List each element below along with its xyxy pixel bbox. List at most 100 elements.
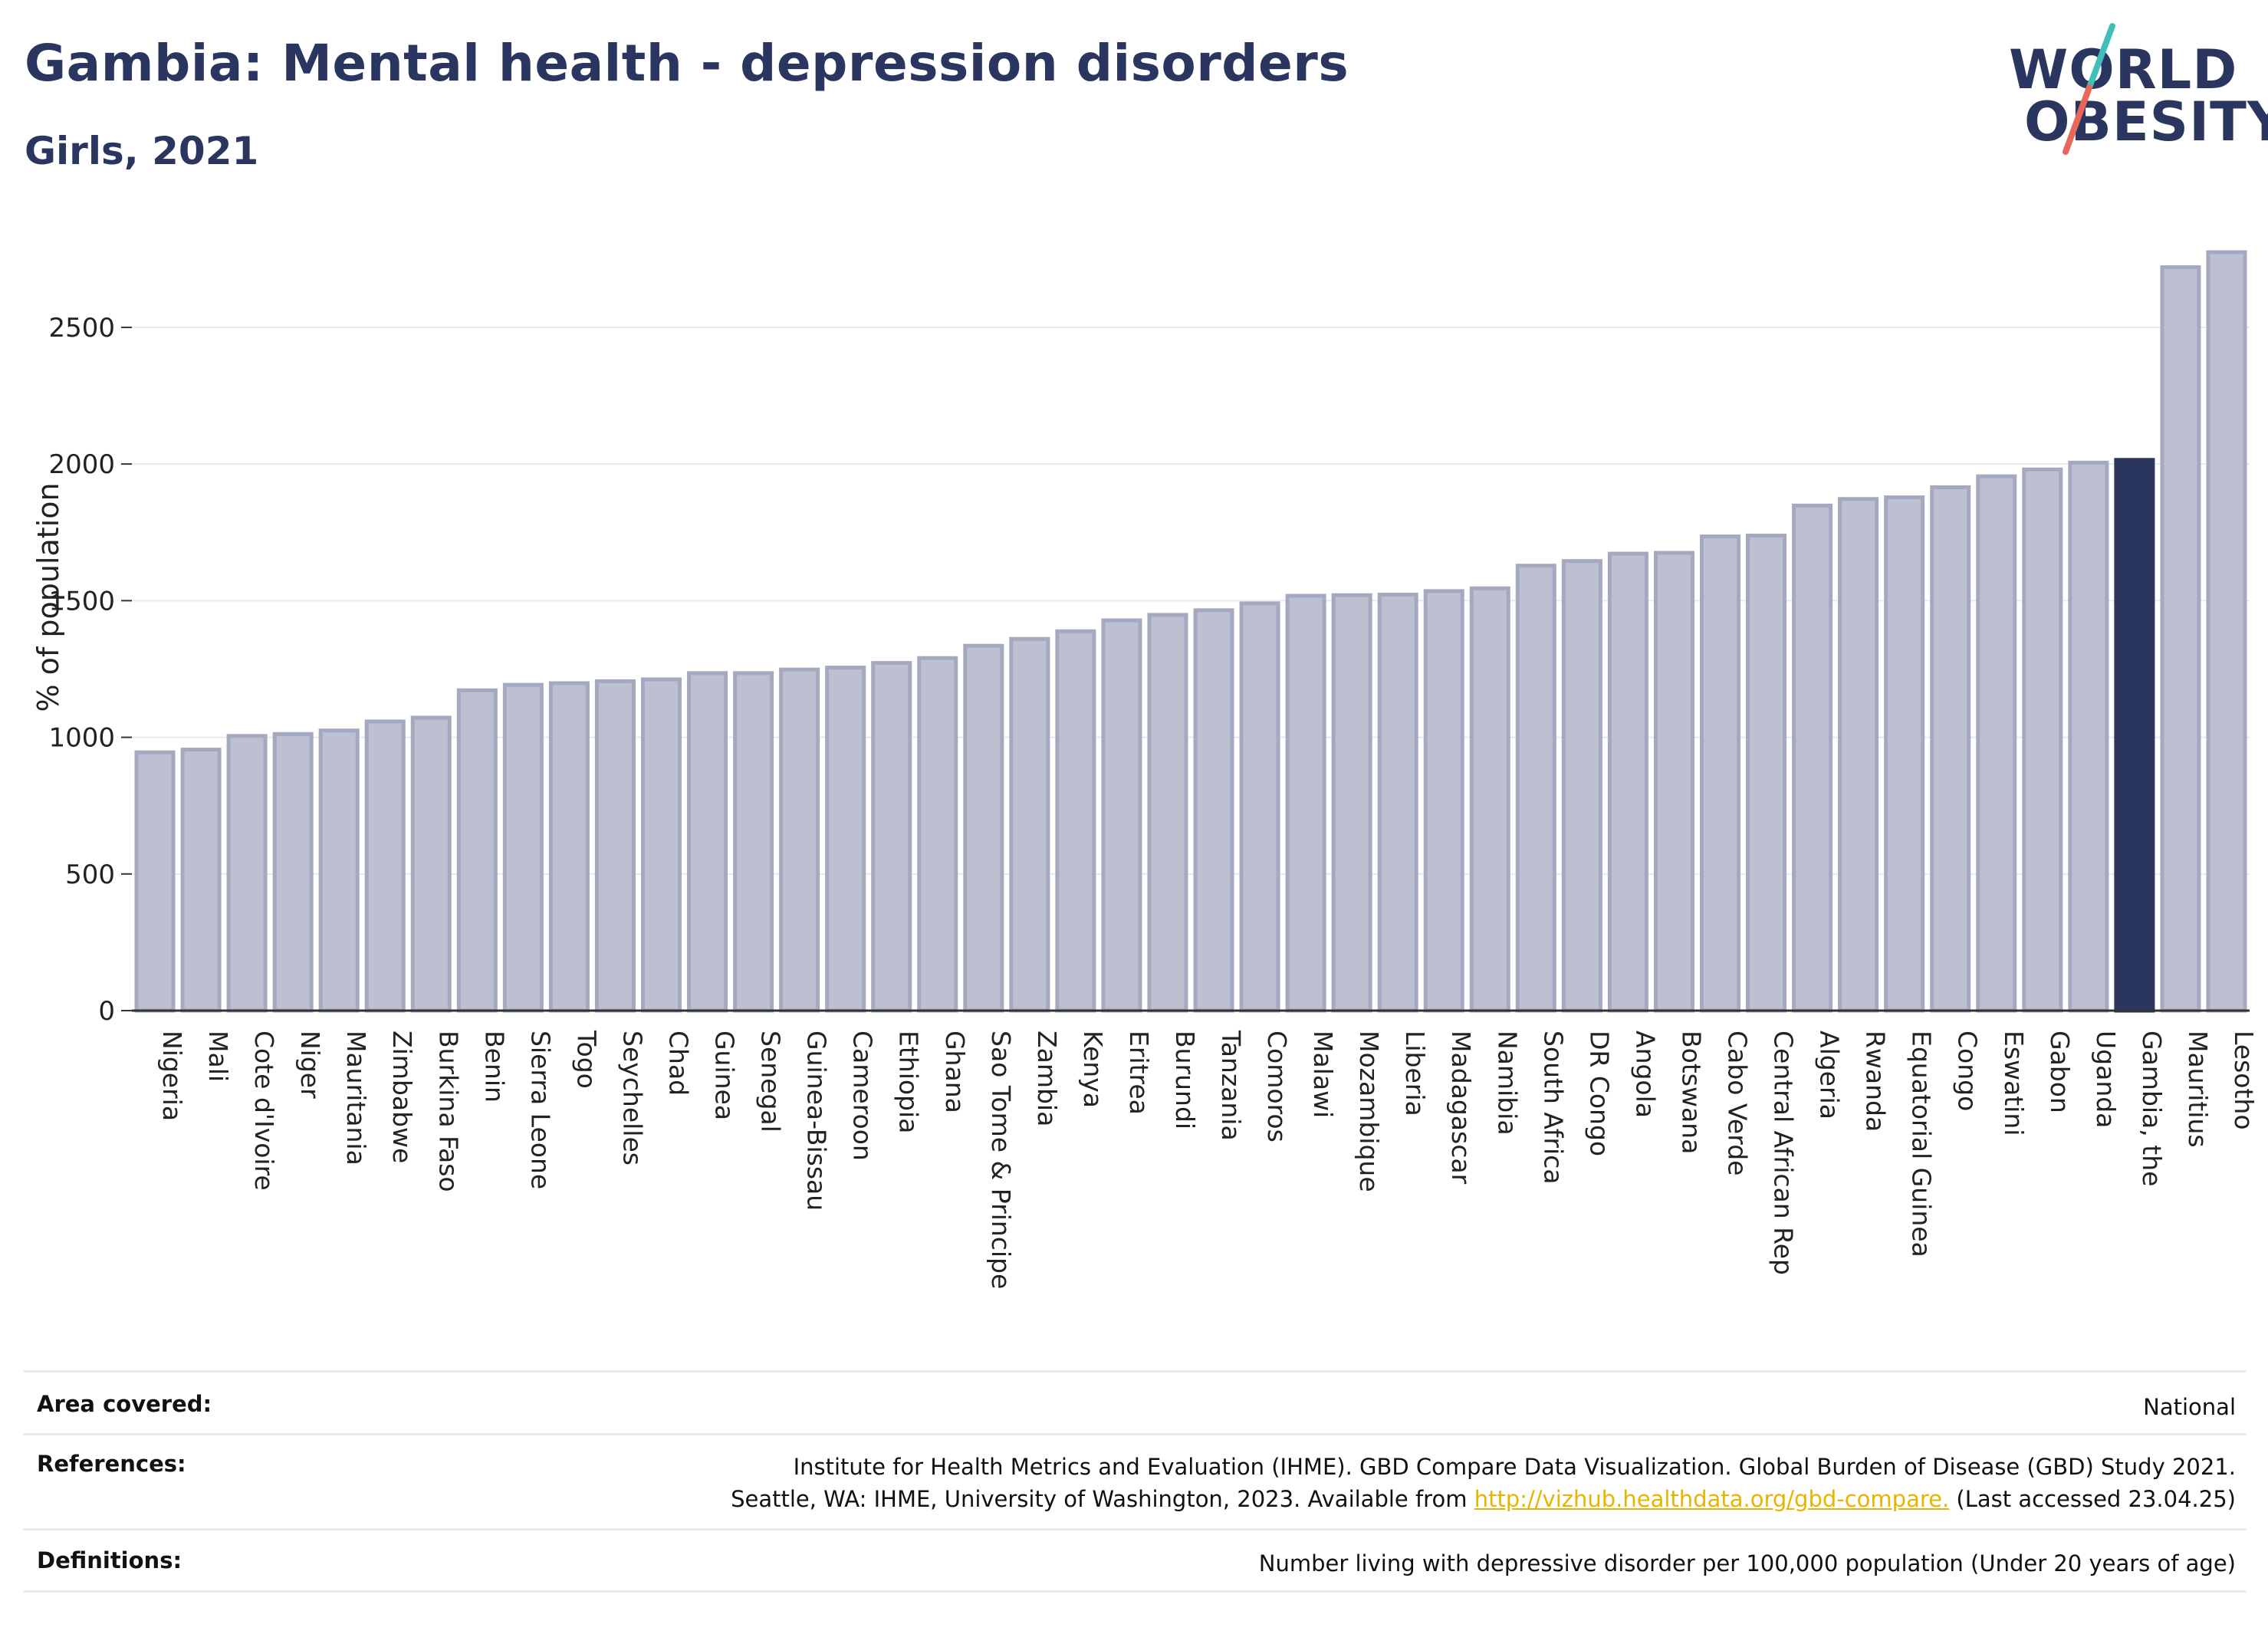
bar (1331, 593, 1372, 1013)
x-tick-label: Nigeria (157, 1031, 187, 1121)
x-tick-label: Gabon (2045, 1031, 2075, 1113)
x-tick-label: Comoros (1262, 1031, 1292, 1142)
bar (779, 667, 820, 1013)
bar (1515, 564, 1556, 1013)
x-tick-label: Guinea-Bissau (802, 1031, 832, 1211)
x-tick-label: South Africa (1538, 1031, 1568, 1185)
bar (594, 679, 636, 1013)
y-tick-label: 0 (98, 996, 115, 1027)
bar (2206, 250, 2247, 1013)
x-tick-label: Eritrea (1124, 1031, 1154, 1115)
x-tick-label: Madagascar (1446, 1031, 1476, 1185)
x-tick-label: Angola (1630, 1031, 1660, 1118)
bar (825, 666, 866, 1013)
x-tick-label: Mauritania (341, 1031, 371, 1165)
chart-footer: Area covered: National References: Insti… (23, 1370, 2247, 1593)
x-tick-label: Niger (295, 1031, 325, 1099)
x-tick-label: Namibia (1492, 1031, 1522, 1136)
x-tick-label: Ghana (940, 1031, 970, 1113)
footer-row-area: Area covered: National (23, 1370, 2247, 1433)
y-tick-label: 2000 (48, 449, 115, 480)
bar (1884, 495, 1925, 1013)
references-line2-pre: Seattle, WA: IHME, University of Washing… (731, 1486, 1474, 1512)
bar-chart: 0 500 1000 1500 2000 2500 Nigeria Mali Cote d'I… (31, 250, 2259, 1289)
x-tick-label: Togo (571, 1030, 601, 1089)
y-axis-title: % of population (31, 482, 65, 712)
x-tick-label: Equatorial Guinea (1907, 1031, 1937, 1258)
chart-title: Gambia: Mental health - depression disor… (25, 34, 1349, 93)
x-tick-label: Uganda (2091, 1031, 2121, 1128)
bar (1055, 629, 1096, 1013)
x-tick-label: Burkina Faso (433, 1031, 463, 1192)
bar (733, 671, 774, 1013)
bar (502, 682, 544, 1013)
x-tick-label: Cameroon (848, 1031, 878, 1161)
x-tick-label: Gambia, the (2137, 1031, 2167, 1186)
references-link[interactable]: http://vizhub.healthdata.org/gbd-compare… (1474, 1486, 1950, 1512)
bar (1101, 618, 1142, 1013)
footer-row-definitions: Definitions: Number living with depressi… (23, 1528, 2247, 1593)
x-tick-label: Cote d'Ivoire (249, 1031, 279, 1191)
bar (1147, 613, 1188, 1013)
bar (1653, 551, 1694, 1013)
bars (134, 250, 2247, 1013)
x-tick-label: Sierra Leone (525, 1031, 555, 1189)
bar (134, 750, 176, 1013)
logo-text-world: WORLD (2009, 38, 2238, 101)
x-axis-labels: Nigeria Mali Cote d'Ivoire Niger Mauritania Z… (157, 1030, 2259, 1289)
x-tick-label: Benin (479, 1031, 509, 1103)
x-tick-label: Mauritius (2183, 1031, 2213, 1148)
bar (1930, 485, 1971, 1013)
bar (1561, 559, 1602, 1013)
references-label: References: (37, 1451, 186, 1477)
area-covered-label: Area covered: (37, 1391, 212, 1417)
logo-slash-icon (2063, 23, 2115, 155)
x-tick-label: Ethiopia (894, 1031, 924, 1133)
x-tick-label: Congo (1953, 1031, 1983, 1111)
x-tick-label: Burundi (1170, 1031, 1200, 1129)
definitions-label: Definitions: (37, 1547, 182, 1573)
x-tick-label: Malawi (1308, 1031, 1338, 1118)
bar (318, 728, 360, 1013)
footer-row-references: References: Institute for Health Metrics… (23, 1433, 2247, 1528)
bar (1746, 534, 1787, 1013)
x-tick-label: Mali (203, 1031, 233, 1082)
logo-text-obesity: OBESITY (2024, 90, 2268, 153)
bar (2068, 460, 2109, 1013)
x-tick-label: Senegal (756, 1031, 786, 1133)
x-tick-label: Guinea (710, 1031, 740, 1120)
y-tick-label: 1500 (48, 586, 115, 616)
references-line1: Institute for Health Metrics and Evaluat… (793, 1454, 2236, 1480)
area-covered-value: National (2143, 1394, 2236, 1420)
bar (1193, 608, 1234, 1013)
bar (548, 681, 590, 1013)
bar (1285, 593, 1326, 1013)
bar (1699, 534, 1741, 1013)
x-tick-label: Kenya (1078, 1031, 1108, 1108)
y-axis-ticks: 0 500 1000 1500 2000 2500 (48, 313, 132, 1027)
x-tick-label: Seychelles (617, 1031, 647, 1165)
y-tick-label: 1000 (48, 723, 115, 754)
bar (2114, 458, 2155, 1013)
bar (272, 732, 314, 1013)
x-tick-label: Zambia (1032, 1031, 1062, 1126)
x-tick-label: Botswana (1676, 1031, 1706, 1154)
bar (1377, 593, 1418, 1013)
bar (1423, 589, 1464, 1013)
y-tick-label: 2500 (48, 313, 115, 344)
x-tick-label: Chad (664, 1031, 694, 1096)
x-tick-label: Rwanda (1861, 1031, 1891, 1132)
bar (226, 734, 268, 1013)
bar (1009, 636, 1050, 1013)
chart-subtitle: Girls, 2021 (25, 129, 259, 173)
y-tick-label: 500 (65, 860, 115, 890)
bar (687, 671, 728, 1013)
x-tick-label: Central African Rep (1769, 1031, 1799, 1275)
bar (180, 748, 222, 1013)
bar (456, 688, 498, 1013)
x-tick-label: Zimbabwe (387, 1031, 417, 1163)
x-tick-label: Mozambique (1354, 1031, 1384, 1192)
references-value: Institute for Health Metrics and Evaluat… (731, 1451, 2247, 1515)
bar (1239, 601, 1280, 1013)
bar (2160, 265, 2201, 1013)
